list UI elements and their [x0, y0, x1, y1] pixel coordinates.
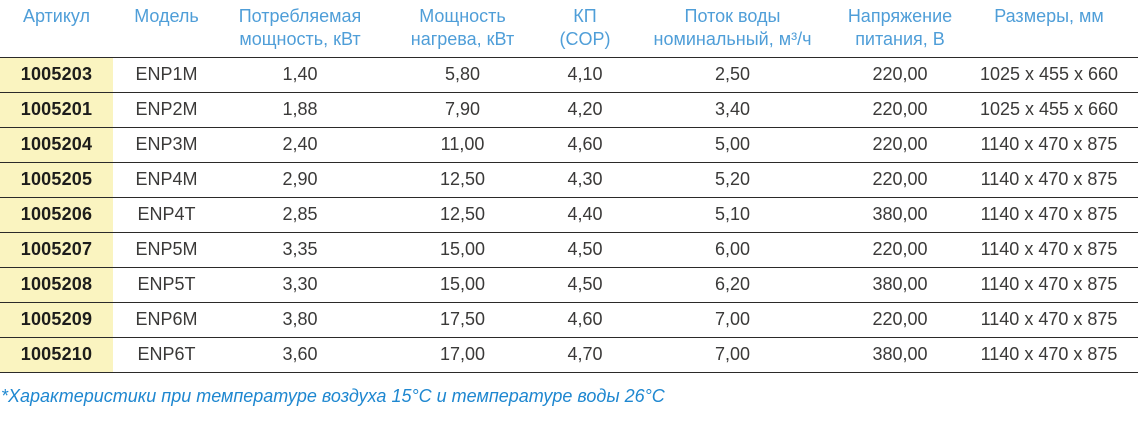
col-header-cop: КП (COP) [545, 0, 625, 58]
article-cell: 1005207 [0, 232, 113, 268]
voltage-cell: 380,00 [840, 197, 960, 233]
cop-cell: 4,30 [545, 162, 625, 198]
col-header-power-consumption: Потребляемая мощность, кВт [220, 0, 380, 58]
table-row: 1005210 ENP6T 3,60 17,00 4,70 7,00 380,0… [0, 337, 1138, 373]
table-body: 1005203 ENP1M 1,40 5,80 4,10 2,50 220,00… [0, 57, 1138, 373]
article-cell: 1005209 [0, 302, 113, 338]
power-consumption-cell: 2,40 [220, 127, 380, 163]
dimensions-cell: 1140 x 470 x 875 [960, 197, 1138, 233]
power-consumption-cell: 3,30 [220, 267, 380, 303]
power-consumption-cell: 2,90 [220, 162, 380, 198]
table-row: 1005204 ENP3M 2,40 11,00 4,60 5,00 220,0… [0, 127, 1138, 163]
cop-cell: 4,10 [545, 57, 625, 93]
table-row: 1005208 ENP5T 3,30 15,00 4,50 6,20 380,0… [0, 267, 1138, 303]
water-flow-cell: 7,00 [625, 302, 840, 338]
model-cell: ENP6M [113, 302, 220, 338]
power-consumption-cell: 3,80 [220, 302, 380, 338]
article-cell: 1005206 [0, 197, 113, 233]
model-cell: ENP2M [113, 92, 220, 128]
dimensions-cell: 1140 x 470 x 875 [960, 127, 1138, 163]
col-header-heating-power: Мощность нагрева, кВт [380, 0, 545, 58]
model-cell: ENP3M [113, 127, 220, 163]
heating-power-cell: 11,00 [380, 127, 545, 163]
table-row: 1005205 ENP4M 2,90 12,50 4,30 5,20 220,0… [0, 162, 1138, 198]
voltage-cell: 380,00 [840, 267, 960, 303]
dimensions-cell: 1140 x 470 x 875 [960, 267, 1138, 303]
article-cell: 1005210 [0, 337, 113, 373]
heating-power-cell: 7,90 [380, 92, 545, 128]
footnote: *Характеристики при температуре воздуха … [1, 385, 665, 406]
voltage-cell: 220,00 [840, 162, 960, 198]
voltage-cell: 220,00 [840, 92, 960, 128]
heating-power-cell: 12,50 [380, 197, 545, 233]
model-cell: ENP5M [113, 232, 220, 268]
article-cell: 1005208 [0, 267, 113, 303]
heating-power-cell: 5,80 [380, 57, 545, 93]
dimensions-cell: 1140 x 470 x 875 [960, 232, 1138, 268]
table-row: 1005201 ENP2M 1,88 7,90 4,20 3,40 220,00… [0, 92, 1138, 128]
col-header-water-flow: Поток воды номинальный, м³/ч [625, 0, 840, 58]
voltage-cell: 220,00 [840, 127, 960, 163]
cop-cell: 4,50 [545, 267, 625, 303]
water-flow-cell: 7,00 [625, 337, 840, 373]
power-consumption-cell: 2,85 [220, 197, 380, 233]
water-flow-cell: 5,00 [625, 127, 840, 163]
table-row: 1005209 ENP6M 3,80 17,50 4,60 7,00 220,0… [0, 302, 1138, 338]
water-flow-cell: 5,10 [625, 197, 840, 233]
dimensions-cell: 1025 x 455 x 660 [960, 92, 1138, 128]
water-flow-cell: 3,40 [625, 92, 840, 128]
table-row: 1005206 ENP4T 2,85 12,50 4,40 5,10 380,0… [0, 197, 1138, 233]
article-cell: 1005204 [0, 127, 113, 163]
table-header: Артикул Модель Потребляемая мощность, кВ… [0, 0, 1138, 58]
voltage-cell: 220,00 [840, 232, 960, 268]
article-cell: 1005203 [0, 57, 113, 93]
header-row: Артикул Модель Потребляемая мощность, кВ… [0, 0, 1138, 58]
water-flow-cell: 5,20 [625, 162, 840, 198]
heating-power-cell: 15,00 [380, 232, 545, 268]
col-header-article: Артикул [0, 0, 113, 58]
col-header-model: Модель [113, 0, 220, 58]
cop-cell: 4,50 [545, 232, 625, 268]
dimensions-cell: 1025 x 455 x 660 [960, 57, 1138, 93]
power-consumption-cell: 1,88 [220, 92, 380, 128]
dimensions-cell: 1140 x 470 x 875 [960, 162, 1138, 198]
cop-cell: 4,70 [545, 337, 625, 373]
heating-power-cell: 15,00 [380, 267, 545, 303]
heating-power-cell: 12,50 [380, 162, 545, 198]
model-cell: ENP4T [113, 197, 220, 233]
table-row: 1005203 ENP1M 1,40 5,80 4,10 2,50 220,00… [0, 57, 1138, 93]
voltage-cell: 380,00 [840, 337, 960, 373]
dimensions-cell: 1140 x 470 x 875 [960, 337, 1138, 373]
power-consumption-cell: 1,40 [220, 57, 380, 93]
col-header-voltage: Напряжение питания, В [840, 0, 960, 58]
spec-table: Артикул Модель Потребляемая мощность, кВ… [0, 0, 1138, 373]
water-flow-cell: 6,00 [625, 232, 840, 268]
dimensions-cell: 1140 x 470 x 875 [960, 302, 1138, 338]
model-cell: ENP6T [113, 337, 220, 373]
col-header-dimensions: Размеры, мм [960, 0, 1138, 58]
heating-power-cell: 17,50 [380, 302, 545, 338]
cop-cell: 4,60 [545, 302, 625, 338]
cop-cell: 4,20 [545, 92, 625, 128]
cop-cell: 4,40 [545, 197, 625, 233]
article-cell: 1005201 [0, 92, 113, 128]
power-consumption-cell: 3,35 [220, 232, 380, 268]
table-row: 1005207 ENP5M 3,35 15,00 4,50 6,00 220,0… [0, 232, 1138, 268]
model-cell: ENP1M [113, 57, 220, 93]
cop-cell: 4,60 [545, 127, 625, 163]
water-flow-cell: 6,20 [625, 267, 840, 303]
water-flow-cell: 2,50 [625, 57, 840, 93]
article-cell: 1005205 [0, 162, 113, 198]
heating-power-cell: 17,00 [380, 337, 545, 373]
voltage-cell: 220,00 [840, 302, 960, 338]
model-cell: ENP5T [113, 267, 220, 303]
voltage-cell: 220,00 [840, 57, 960, 93]
power-consumption-cell: 3,60 [220, 337, 380, 373]
model-cell: ENP4M [113, 162, 220, 198]
